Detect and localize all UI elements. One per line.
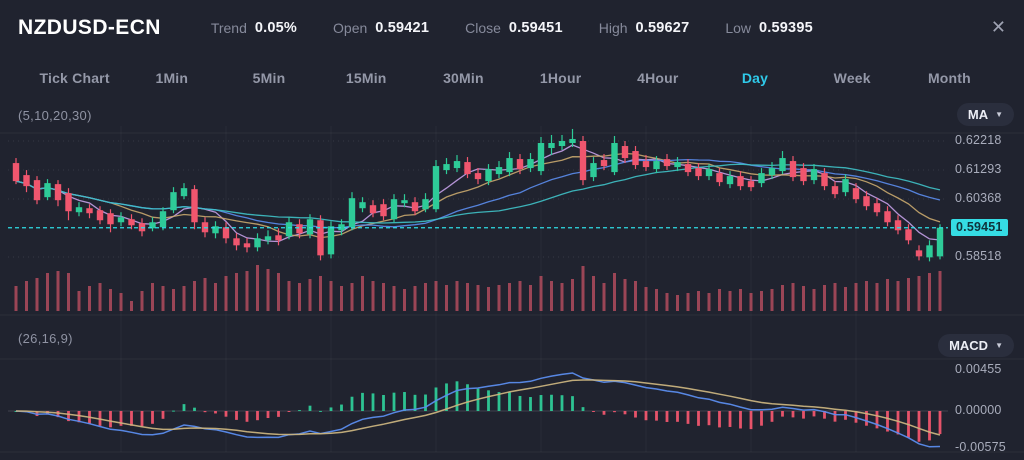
tab-1hour[interactable]: 1Hour xyxy=(539,70,582,86)
stat-high: High 0.59627 xyxy=(599,20,690,36)
tab-30min[interactable]: 30Min xyxy=(443,70,484,86)
tab-day[interactable]: Day xyxy=(741,70,769,86)
macd-axis-label: 0.00000 xyxy=(955,403,1002,417)
stat-value: 0.59627 xyxy=(635,20,690,36)
tab-4hour[interactable]: 4Hour xyxy=(637,70,679,86)
stat-open: Open 0.59421 xyxy=(333,20,429,36)
stat-label: Low xyxy=(725,20,752,36)
ma-indicator-button[interactable]: MA ▼ xyxy=(956,103,1014,126)
chevron-down-icon: ▼ xyxy=(995,341,1003,350)
header: NZDUSD-ECN Trend 0.05% Open 0.59421 Close 0.5… xyxy=(0,0,1024,56)
timeframe-tabs: Tick Chart 1Min 5Min 15Min 30Min 1Hour 4Hour Da… xyxy=(26,70,998,86)
stat-low: Low 0.59395 xyxy=(725,20,813,36)
tab-week[interactable]: Week xyxy=(833,70,871,86)
close-icon[interactable]: ✕ xyxy=(990,17,1006,37)
tab-15min[interactable]: 15Min xyxy=(345,70,387,86)
stat-label: Close xyxy=(465,20,501,36)
price-axis-label: 0.62218 xyxy=(955,133,1002,147)
symbol-title: NZDUSD-ECN xyxy=(18,16,161,39)
tab-5min[interactable]: 5Min xyxy=(252,70,286,86)
tab-month[interactable]: Month xyxy=(927,70,971,86)
stat-close: Close 0.59451 xyxy=(465,20,563,36)
stat-label: High xyxy=(598,20,628,36)
stat-label: Trend xyxy=(210,20,247,36)
price-axis-label: 0.61293 xyxy=(955,161,1002,176)
stat-value: 0.59395 xyxy=(759,20,813,36)
macd-button-label: MACD xyxy=(949,338,989,353)
macd-axis-label: -0.00575 xyxy=(955,440,1006,454)
stat-value: 0.05% xyxy=(254,20,298,36)
macd-params-label: (26,16,9) xyxy=(18,331,73,346)
macd-indicator-button[interactable]: MACD ▼ xyxy=(938,334,1014,357)
stat-trend: Trend 0.05% xyxy=(211,20,297,36)
price-axis-label: 0.58518 xyxy=(955,248,1002,263)
ma-params-label: (5,10,20,30) xyxy=(18,108,92,123)
chevron-down-icon: ▼ xyxy=(995,110,1003,119)
macd-axis-label: 0.00455 xyxy=(955,362,1002,376)
price-axis-label: 0.60368 xyxy=(955,190,1002,205)
tab-1min[interactable]: 1Min xyxy=(155,70,189,86)
stat-value: 0.59421 xyxy=(375,20,430,36)
stat-label: Open xyxy=(333,20,368,36)
current-price-badge: 0.59451 xyxy=(951,219,1008,236)
ma-button-label: MA xyxy=(967,107,989,122)
stats-row: Trend 0.05% Open 0.59421 Close 0.59451 High 0.5… xyxy=(211,20,813,36)
tab-tick-chart[interactable]: Tick Chart xyxy=(39,70,110,86)
stat-value: 0.59451 xyxy=(508,20,563,36)
